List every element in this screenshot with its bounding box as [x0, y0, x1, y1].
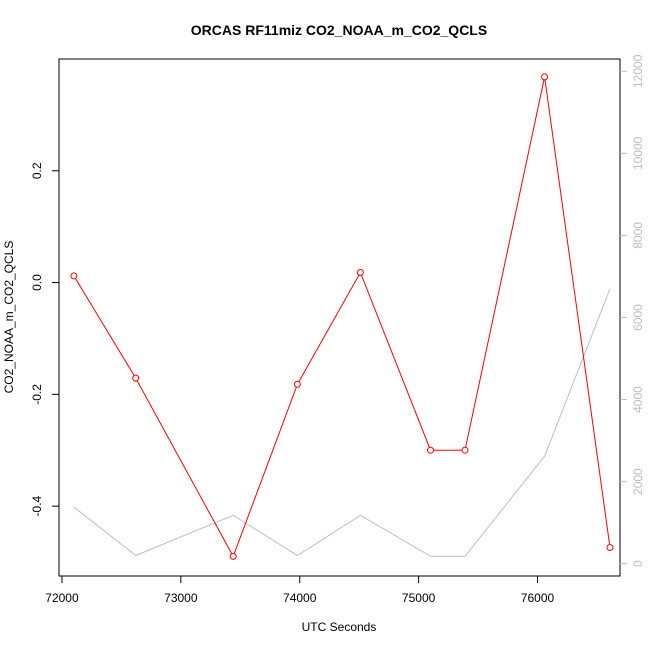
data-point — [541, 73, 549, 81]
data-point — [293, 380, 301, 388]
y2-tick-label: 6000 — [631, 304, 645, 331]
plot-frame — [58, 58, 621, 577]
x-tick-label: 76000 — [521, 591, 555, 605]
y2-tick-label: 4000 — [631, 386, 645, 413]
data-point — [427, 446, 434, 454]
data-point — [461, 446, 469, 454]
x-axis-label: UTC Seconds — [302, 620, 377, 634]
y-tick-label: 0.0 — [30, 274, 44, 291]
x-axis: 72000 73000 74000 75000 76000 — [45, 575, 555, 605]
primary-series-line — [73, 76, 611, 558]
series-layer — [70, 73, 614, 560]
y-tick-label: -0.4 — [30, 495, 44, 516]
y2-tick-label: 12000 — [631, 54, 645, 88]
y2-tick-label: 2000 — [631, 468, 645, 495]
secondary-series-line — [73, 288, 611, 557]
x-tick-label: 72000 — [45, 591, 79, 605]
data-point — [356, 269, 364, 276]
x-tick-label: 75000 — [402, 591, 436, 605]
y2-tick-label: 8000 — [631, 222, 645, 249]
data-point — [70, 272, 78, 280]
x-tick-label: 74000 — [283, 591, 317, 605]
y-axis-label: CO2_NOAA_m_CO2_QCLS — [2, 241, 16, 394]
y-axis: -0.4 -0.2 0.0 0.2 — [30, 162, 59, 516]
y-tick-label: 0.2 — [30, 162, 44, 179]
data-point — [132, 374, 140, 382]
y-tick-label: -0.2 — [30, 384, 44, 405]
x-tick-label: 73000 — [164, 591, 198, 605]
y2-tick-label: 10000 — [631, 136, 645, 170]
data-point — [606, 544, 614, 551]
y2-tick-label: 0 — [631, 560, 645, 567]
y2-axis: 0 2000 4000 6000 8000 10000 12000 — [620, 54, 645, 567]
chart-title: ORCAS RF11miz CO2_NOAA_m_CO2_QCLS — [191, 22, 487, 38]
data-point — [229, 552, 237, 560]
